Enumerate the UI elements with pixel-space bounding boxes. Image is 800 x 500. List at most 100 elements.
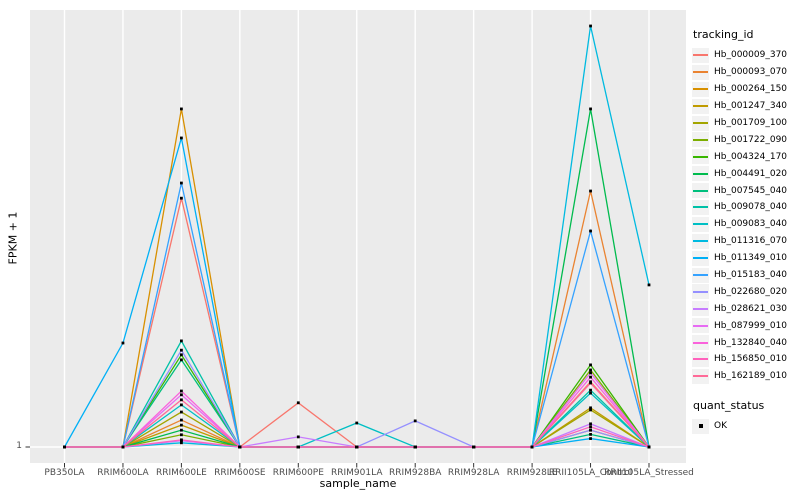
data-point bbox=[180, 398, 183, 402]
legend-item-label: Hb_011349_010 bbox=[714, 253, 788, 264]
legend-item-label: Hb_001247_340 bbox=[714, 101, 788, 112]
data-point bbox=[180, 196, 183, 200]
data-point bbox=[589, 381, 592, 385]
y-axis-title: FPKM + 1 bbox=[6, 211, 20, 265]
legend-item-label: Hb_015183_040 bbox=[714, 270, 788, 281]
x-tick-label: RRIM600LE bbox=[155, 468, 207, 478]
legend-key bbox=[692, 335, 709, 351]
legend-key bbox=[692, 64, 709, 80]
legend-item-label: Hb_000264_150 bbox=[714, 84, 788, 95]
data-point bbox=[647, 445, 651, 449]
legend-color-line-icon bbox=[693, 54, 708, 57]
legend-color-line-icon bbox=[693, 88, 708, 91]
legend-item-label: Hb_000093_070 bbox=[714, 67, 788, 78]
legend-item: Hb_087999_010 bbox=[692, 317, 798, 334]
data-point bbox=[589, 368, 592, 372]
data-point bbox=[180, 107, 183, 111]
data-point bbox=[589, 437, 592, 440]
data-point bbox=[296, 435, 300, 439]
data-point bbox=[180, 181, 183, 185]
data-point bbox=[413, 445, 417, 449]
legend-color-line-icon bbox=[693, 341, 708, 344]
legend-item: Hb_011349_010 bbox=[692, 250, 798, 267]
legend-key bbox=[692, 199, 709, 215]
legend-key bbox=[692, 351, 709, 367]
legend-color-line-icon bbox=[693, 223, 708, 226]
data-point bbox=[589, 229, 592, 233]
legend-color-line-icon bbox=[693, 324, 708, 327]
data-point bbox=[589, 371, 592, 375]
legend-item-label: Hb_022680_020 bbox=[714, 286, 788, 297]
legend-key bbox=[692, 233, 709, 249]
legend-item-label: Hb_007545_040 bbox=[714, 185, 788, 196]
legend-key bbox=[692, 132, 709, 148]
legend-item: Hb_004324_170 bbox=[692, 148, 798, 165]
legend-color-line-icon bbox=[693, 375, 708, 378]
legend-item: Hb_000093_070 bbox=[692, 64, 798, 81]
legend-key bbox=[692, 318, 709, 334]
legend-color-line-icon bbox=[693, 274, 708, 277]
legend: tracking_id Hb_000009_370 Hb_000093_070 Hb… bbox=[692, 28, 798, 435]
legend-key bbox=[692, 368, 709, 384]
data-point bbox=[180, 433, 183, 437]
data-point bbox=[589, 375, 592, 379]
legend-item-label: OK bbox=[714, 421, 727, 432]
legend-key bbox=[692, 418, 709, 434]
legend-item: Hb_000009_370 bbox=[692, 47, 798, 64]
legend-key bbox=[692, 216, 709, 232]
legend-color-line-icon bbox=[693, 189, 708, 192]
legend-item: Hb_001722_090 bbox=[692, 131, 798, 148]
x-tick-label: RRIM600LA bbox=[97, 468, 149, 478]
legend-item-label: Hb_001722_090 bbox=[714, 134, 788, 145]
x-tick-label: RRIM600PE bbox=[272, 468, 324, 478]
legend-item-label: Hb_011316_070 bbox=[714, 236, 788, 247]
data-point bbox=[530, 445, 534, 449]
data-point bbox=[589, 428, 592, 432]
legend-item: Hb_001247_340 bbox=[692, 98, 798, 115]
legend-item: Hb_007545_040 bbox=[692, 182, 798, 199]
x-tick-label: RRIM600SE bbox=[214, 468, 266, 478]
x-tick-label: RRII105LA_Stressed bbox=[604, 468, 694, 478]
legend-item: Hb_009078_040 bbox=[692, 199, 798, 216]
legend-title-quant-status: quant_status bbox=[693, 398, 765, 412]
data-point bbox=[589, 422, 592, 426]
legend-item: Hb_156850_010 bbox=[692, 351, 798, 368]
data-point bbox=[180, 428, 183, 432]
data-point bbox=[121, 341, 125, 345]
legend-key bbox=[692, 250, 709, 266]
legend-color-line-icon bbox=[693, 257, 708, 260]
legend-item-label: Hb_087999_010 bbox=[714, 320, 788, 331]
legend-color-line-icon bbox=[693, 240, 708, 243]
data-point bbox=[63, 445, 66, 449]
data-point bbox=[180, 441, 183, 445]
legend-color-line-icon bbox=[693, 307, 708, 310]
legend-item-label: Hb_132840_040 bbox=[714, 337, 788, 348]
data-point bbox=[472, 445, 476, 449]
legend-color-line-icon bbox=[693, 138, 708, 141]
legend-key bbox=[692, 166, 709, 182]
data-point bbox=[180, 403, 183, 407]
data-point bbox=[180, 358, 183, 362]
legend-entries: Hb_000009_370 Hb_000093_070 Hb_000264_150 H… bbox=[692, 47, 798, 385]
legend-color-line-icon bbox=[693, 290, 708, 293]
data-point bbox=[238, 445, 242, 449]
legend-item-label: Hb_004491_020 bbox=[714, 168, 788, 179]
data-point bbox=[589, 406, 592, 410]
x-tick-label: RRIM928BA bbox=[388, 468, 442, 478]
legend-item: Hb_000264_150 bbox=[692, 81, 798, 98]
legend-item: Hb_004491_020 bbox=[692, 165, 798, 182]
legend-color-line-icon bbox=[693, 105, 708, 108]
data-point bbox=[413, 419, 417, 423]
data-point bbox=[180, 393, 183, 397]
quant-status-legend: quant_status OK bbox=[692, 399, 798, 435]
data-point bbox=[647, 283, 651, 287]
x-tick-label: RRIM901LA bbox=[331, 468, 383, 478]
data-point bbox=[180, 438, 183, 442]
legend-title-tracking-id: tracking_id bbox=[693, 28, 754, 41]
data-point bbox=[589, 425, 592, 429]
legend-key bbox=[692, 98, 709, 114]
x-axis-title: sample_name bbox=[319, 477, 397, 490]
legend-item: Hb_022680_020 bbox=[692, 283, 798, 300]
